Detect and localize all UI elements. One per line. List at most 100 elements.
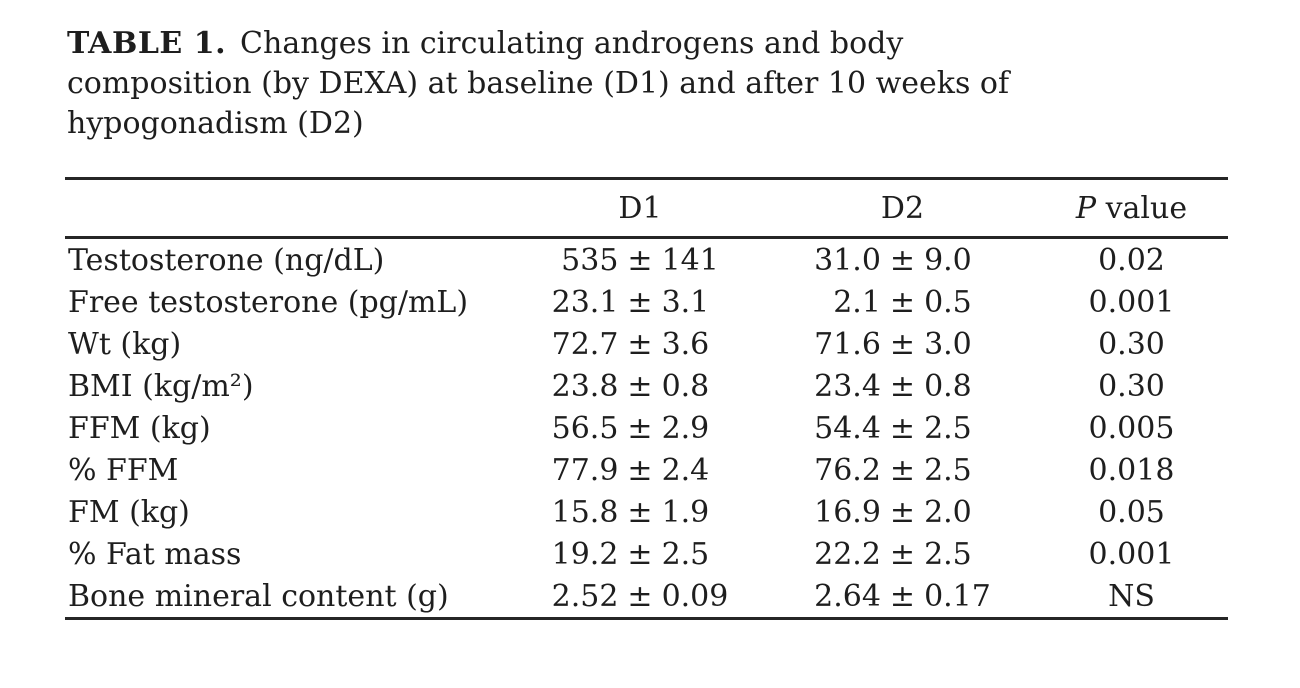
d1-value-cell: 19.2 ±2.5 [510, 533, 770, 575]
d1-value: 15.8 ±1.9 [510, 495, 770, 530]
d2-sd: 0.8 [924, 368, 972, 404]
d1-mean: 2.52 [551, 578, 619, 614]
header-empty-cell [65, 179, 510, 238]
d1-sd: 0.09 [661, 578, 729, 614]
caption-text-3: hypogonadism (D2) [67, 106, 364, 141]
d2-value-cell: 2.64 ±0.17 [770, 575, 1035, 619]
table-row: % Fat mass 19.2 ±2.5 22.2 ±2.5 0.001 [65, 533, 1228, 575]
d1-sd: 2.4 [661, 452, 710, 488]
table-header: D1 D2 P value [65, 179, 1228, 238]
d2-value-cell: 54.4 ±2.5 [770, 407, 1035, 449]
d2-value: 23.4 ±0.8 [770, 369, 1035, 404]
d2-value: 76.2 ±2.5 [770, 453, 1035, 488]
plus-minus-sign: ± [889, 242, 916, 278]
table-row: % FFM 77.9 ±2.4 76.2 ±2.5 0.018 [65, 449, 1228, 491]
d2-value-cell: 2.1 ±0.5 [770, 281, 1035, 323]
d2-value-cell: 16.9 ±2.0 [770, 491, 1035, 533]
d2-mean: 23.4 [814, 368, 881, 404]
d2-mean: 22.2 [814, 536, 881, 572]
caption-text-2: composition (by DEXA) at baseline (D1) a… [67, 66, 1010, 101]
d1-mean: 15.8 [551, 494, 619, 530]
d2-mean: 16.9 [814, 494, 881, 530]
d2-mean: 76.2 [814, 452, 881, 488]
d1-value-cell: 77.9 ±2.4 [510, 449, 770, 491]
d2-mean: 71.6 [814, 326, 881, 362]
d1-value: 2.52 ±0.09 [510, 579, 770, 614]
d2-value-cell: 71.6 ±3.0 [770, 323, 1035, 365]
d2-sd: 2.5 [924, 410, 972, 446]
header-p-value: P value [1035, 179, 1228, 238]
d2-sd: 2.5 [924, 452, 972, 488]
d2-mean: 31.0 [814, 242, 881, 278]
p-value-cell: NS [1108, 578, 1155, 614]
d1-mean: 56.5 [551, 410, 619, 446]
d2-value-cell: 23.4 ±0.8 [770, 365, 1035, 407]
d2-value: 16.9 ±2.0 [770, 495, 1035, 530]
p-value-cell: 0.30 [1098, 368, 1165, 404]
p-value-cell: 0.001 [1088, 284, 1175, 320]
plus-minus-sign: ± [627, 536, 653, 572]
row-label: % Fat mass [68, 536, 242, 572]
p-value-word: value [1096, 190, 1188, 226]
plus-minus-sign: ± [889, 410, 916, 446]
d1-value: 77.9 ±2.4 [510, 453, 770, 488]
caption-line-3: hypogonadism (D2) [67, 104, 1300, 144]
d2-value-cell: 76.2 ±2.5 [770, 449, 1035, 491]
d1-value-cell: 15.8 ±1.9 [510, 491, 770, 533]
caption-text-1: Changes in circulating androgens and bod… [240, 26, 904, 61]
plus-minus-sign: ± [627, 452, 653, 488]
table-body: Testosterone (ng/dL) 535 ±141 31.0 ±9.0 0.… [65, 238, 1228, 619]
p-value-cell: 0.018 [1088, 452, 1175, 488]
d1-sd: 2.9 [661, 410, 710, 446]
p-value-cell: 0.30 [1098, 326, 1165, 362]
d2-mean: 54.4 [814, 410, 881, 446]
p-value-cell: 0.02 [1098, 242, 1165, 278]
table-header-row: D1 D2 P value [65, 179, 1228, 238]
table-number: TABLE 1. [67, 26, 227, 61]
plus-minus-sign: ± [627, 284, 653, 320]
d1-value-cell: 535 ±141 [510, 238, 770, 282]
d1-sd: 3.6 [661, 326, 710, 362]
d2-value: 2.64 ±0.17 [770, 579, 1035, 614]
plus-minus-sign: ± [889, 368, 916, 404]
table-caption: TABLE 1. Changes in circulating androgens… [67, 24, 1300, 144]
plus-minus-sign: ± [627, 578, 653, 614]
d1-mean: 23.1 [551, 284, 619, 320]
row-label: Wt (kg) [68, 326, 182, 362]
header-d1: D1 [618, 190, 662, 226]
data-table: D1 D2 P value Testosterone (ng/dL) 535 ±1… [65, 177, 1228, 620]
row-label: Testosterone (ng/dL) [68, 242, 385, 278]
table-row: Free testosterone (pg/mL) 23.1 ±3.1 2.1 ±0… [65, 281, 1228, 323]
d2-sd: 3.0 [924, 326, 972, 362]
table-row: FM (kg) 15.8 ±1.9 16.9 ±2.0 0.05 [65, 491, 1228, 533]
d2-value: 54.4 ±2.5 [770, 411, 1035, 446]
d1-value: 72.7 ±3.6 [510, 327, 770, 362]
page: TABLE 1. Changes in circulating androgens… [0, 24, 1300, 688]
d2-value: 31.0 ±9.0 [770, 243, 1035, 278]
d1-sd: 2.5 [661, 536, 710, 572]
plus-minus-sign: ± [627, 410, 653, 446]
p-value-cell: 0.001 [1088, 536, 1175, 572]
d1-value-cell: 56.5 ±2.9 [510, 407, 770, 449]
d1-value-cell: 23.8 ±0.8 [510, 365, 770, 407]
p-value-cell: 0.005 [1088, 410, 1175, 446]
caption-line-1: TABLE 1. Changes in circulating androgens… [67, 24, 1300, 64]
row-label: BMI (kg/m²) [68, 368, 254, 404]
d1-value-cell: 72.7 ±3.6 [510, 323, 770, 365]
d1-sd: 3.1 [661, 284, 710, 320]
plus-minus-sign: ± [627, 326, 653, 362]
plus-minus-sign: ± [889, 326, 916, 362]
d1-sd: 1.9 [661, 494, 710, 530]
row-label: FFM (kg) [68, 410, 211, 446]
plus-minus-sign: ± [627, 494, 653, 530]
d1-value-cell: 23.1 ±3.1 [510, 281, 770, 323]
plus-minus-sign: ± [889, 284, 916, 320]
d2-mean: 2.1 [833, 284, 881, 320]
d1-value: 535 ±141 [510, 243, 770, 278]
d2-sd: 2.5 [924, 536, 972, 572]
table-row: BMI (kg/m²) 23.8 ±0.8 23.4 ±0.8 0.30 [65, 365, 1228, 407]
plus-minus-sign: ± [889, 494, 916, 530]
row-label: FM (kg) [68, 494, 190, 530]
d2-mean: 2.64 [814, 578, 881, 614]
plus-minus-sign: ± [889, 536, 916, 572]
